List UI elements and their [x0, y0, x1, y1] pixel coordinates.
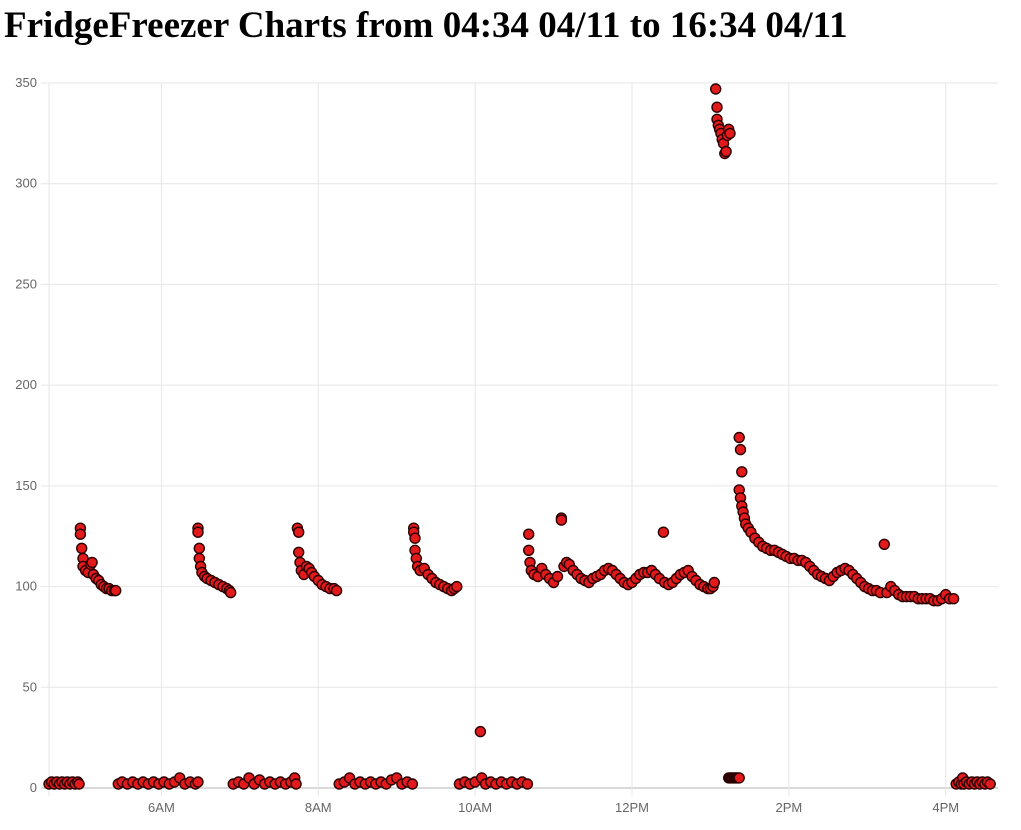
grid-layer: [41, 82, 998, 796]
x-tick-label: 10AM: [458, 800, 492, 815]
y-tick-label: 50: [23, 679, 37, 694]
points-layer: [43, 83, 996, 790]
data-point: [193, 542, 206, 554]
x-tick-label: 12PM: [615, 800, 649, 815]
y-tick-label: 200: [15, 377, 37, 392]
x-tick-label: 8AM: [305, 800, 332, 815]
data-point: [736, 466, 748, 478]
data-point: [75, 542, 88, 554]
data-point: [984, 778, 996, 790]
data-point: [293, 526, 305, 538]
data-point: [224, 586, 237, 599]
data-point: [86, 556, 98, 569]
data-point: [733, 431, 745, 444]
x-tick-label: 4PM: [932, 800, 959, 815]
data-point: [330, 584, 343, 597]
data-point: [290, 778, 302, 790]
y-tick-label: 350: [15, 75, 37, 90]
y-tick-label: 150: [15, 478, 37, 493]
axis-layer: 0 50 100 150 200 250 300 350 6AM 8AM 10AM 12PM 2PM 4P…: [15, 75, 959, 815]
x-tick-label: 6AM: [148, 800, 175, 815]
data-point: [720, 145, 732, 158]
data-point: [192, 526, 204, 538]
data-point: [293, 546, 305, 558]
data-point: [409, 532, 421, 544]
data-point: [474, 725, 487, 738]
data-point: [734, 443, 747, 456]
data-point: [711, 101, 723, 113]
data-point: [73, 778, 85, 790]
data-point: [74, 528, 87, 540]
x-tick-label: 2PM: [775, 800, 802, 815]
y-tick-label: 100: [15, 579, 37, 594]
data-point: [724, 127, 736, 140]
data-point: [551, 570, 564, 583]
y-tick-label: 250: [15, 276, 37, 291]
data-point: [947, 593, 960, 605]
data-point: [878, 538, 890, 550]
y-tick-label: 0: [30, 780, 37, 795]
chart-title: FridgeFreezer Charts from 04:34 04/11 to…: [4, 5, 848, 46]
data-point: [523, 544, 535, 556]
data-point: [657, 526, 670, 538]
data-point: [109, 584, 122, 597]
data-point: [710, 83, 722, 95]
data-point: [733, 772, 745, 784]
y-tick-label: 300: [15, 176, 37, 191]
data-point: [406, 778, 419, 790]
data-point: [521, 778, 534, 790]
data-point: [523, 528, 535, 540]
data-point: [451, 580, 463, 593]
data-point: [555, 514, 568, 526]
data-point: [708, 576, 720, 589]
data-point: [192, 776, 204, 788]
